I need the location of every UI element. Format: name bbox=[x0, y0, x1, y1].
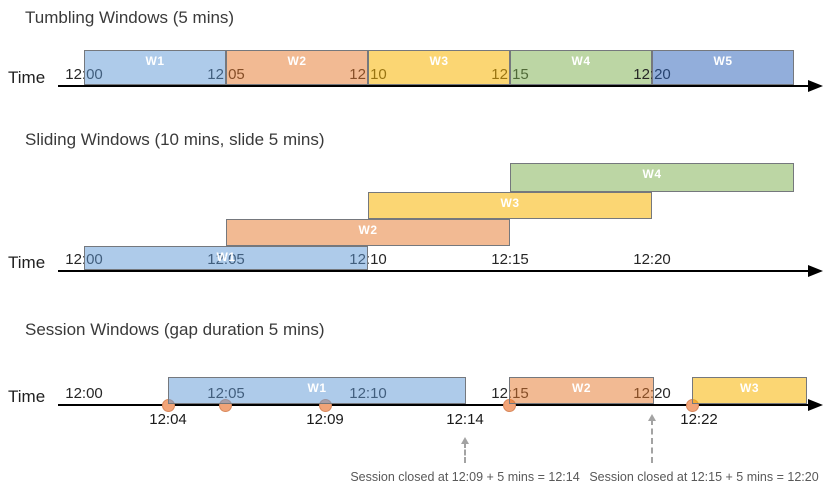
tumbling-time-axis-label: Time bbox=[8, 68, 46, 87]
tumbling-axis-arrowhead-icon bbox=[808, 80, 823, 92]
session-axis-arrowhead-icon bbox=[808, 399, 823, 411]
tumbling-window-w5: W5 bbox=[652, 50, 794, 85]
event-time-label-12-04: 12:04 bbox=[149, 411, 187, 428]
sliding-window-w2: W2 bbox=[226, 219, 510, 246]
event-time-label-12-14: 12:14 bbox=[446, 411, 484, 428]
tumbling-window-label-w2: W2 bbox=[287, 54, 307, 68]
session-time-axis-label: Time bbox=[8, 387, 46, 406]
tumbling-window-label-w1: W1 bbox=[145, 54, 165, 68]
sliding-axis-arrowhead-icon bbox=[808, 265, 823, 277]
session-window-w1: W1 bbox=[168, 377, 466, 404]
event-time-label-12-09: 12:09 bbox=[306, 411, 344, 428]
tumbling-window-label-w3: W3 bbox=[429, 54, 449, 68]
sliding-time-axis-label: Time bbox=[8, 253, 46, 272]
tumbling-window-w3: W3 bbox=[368, 50, 510, 85]
dashed-arrow-line-1 bbox=[464, 442, 466, 463]
tumbling-window-w4: W4 bbox=[510, 50, 652, 85]
sliding-window-label-w1: W1 bbox=[216, 250, 236, 264]
sliding-title: Sliding Windows (10 mins, slide 5 mins) bbox=[25, 130, 325, 149]
sliding-tick-12-20: 12:20 bbox=[633, 251, 671, 268]
dashed-arrow-head-icon-2 bbox=[648, 414, 656, 421]
sliding-window-w4: W4 bbox=[510, 163, 794, 192]
session-window-label-w1: W1 bbox=[307, 381, 327, 395]
session-window-w2: W2 bbox=[509, 377, 654, 404]
session-closed-annotation-1: Session closed at 12:09 + 5 mins = 12:14 bbox=[350, 470, 580, 484]
session-title: Session Windows (gap duration 5 mins) bbox=[25, 320, 325, 339]
dashed-arrow-head-icon-1 bbox=[461, 437, 469, 444]
tumbling-window-w1: W1 bbox=[84, 50, 226, 85]
sliding-window-label-w4: W4 bbox=[642, 167, 662, 181]
sliding-window-label-w2: W2 bbox=[358, 223, 378, 237]
dashed-arrow-line-2 bbox=[651, 419, 653, 463]
tumbling-window-label-w5: W5 bbox=[713, 54, 733, 68]
session-window-w3: W3 bbox=[692, 377, 807, 404]
session-window-label-w2: W2 bbox=[572, 381, 591, 395]
session-tick-12-00: 12:00 bbox=[65, 385, 103, 402]
tumbling-title: Tumbling Windows (5 mins) bbox=[25, 8, 235, 27]
session-time-axis bbox=[58, 404, 812, 406]
sliding-time-axis bbox=[58, 270, 812, 272]
tumbling-window-label-w4: W4 bbox=[571, 54, 591, 68]
sliding-window-w1: W1 bbox=[84, 246, 368, 270]
event-time-label-12-22: 12:22 bbox=[680, 411, 718, 428]
tumbling-window-w2: W2 bbox=[226, 50, 368, 85]
tumbling-time-axis bbox=[58, 85, 812, 87]
session-window-label-w3: W3 bbox=[740, 381, 759, 395]
session-closed-annotation-2: Session closed at 12:15 + 5 mins = 12:20 bbox=[589, 470, 819, 484]
sliding-window-w3: W3 bbox=[368, 192, 652, 219]
sliding-tick-12-15: 12:15 bbox=[491, 251, 529, 268]
sliding-window-label-w3: W3 bbox=[500, 196, 520, 210]
